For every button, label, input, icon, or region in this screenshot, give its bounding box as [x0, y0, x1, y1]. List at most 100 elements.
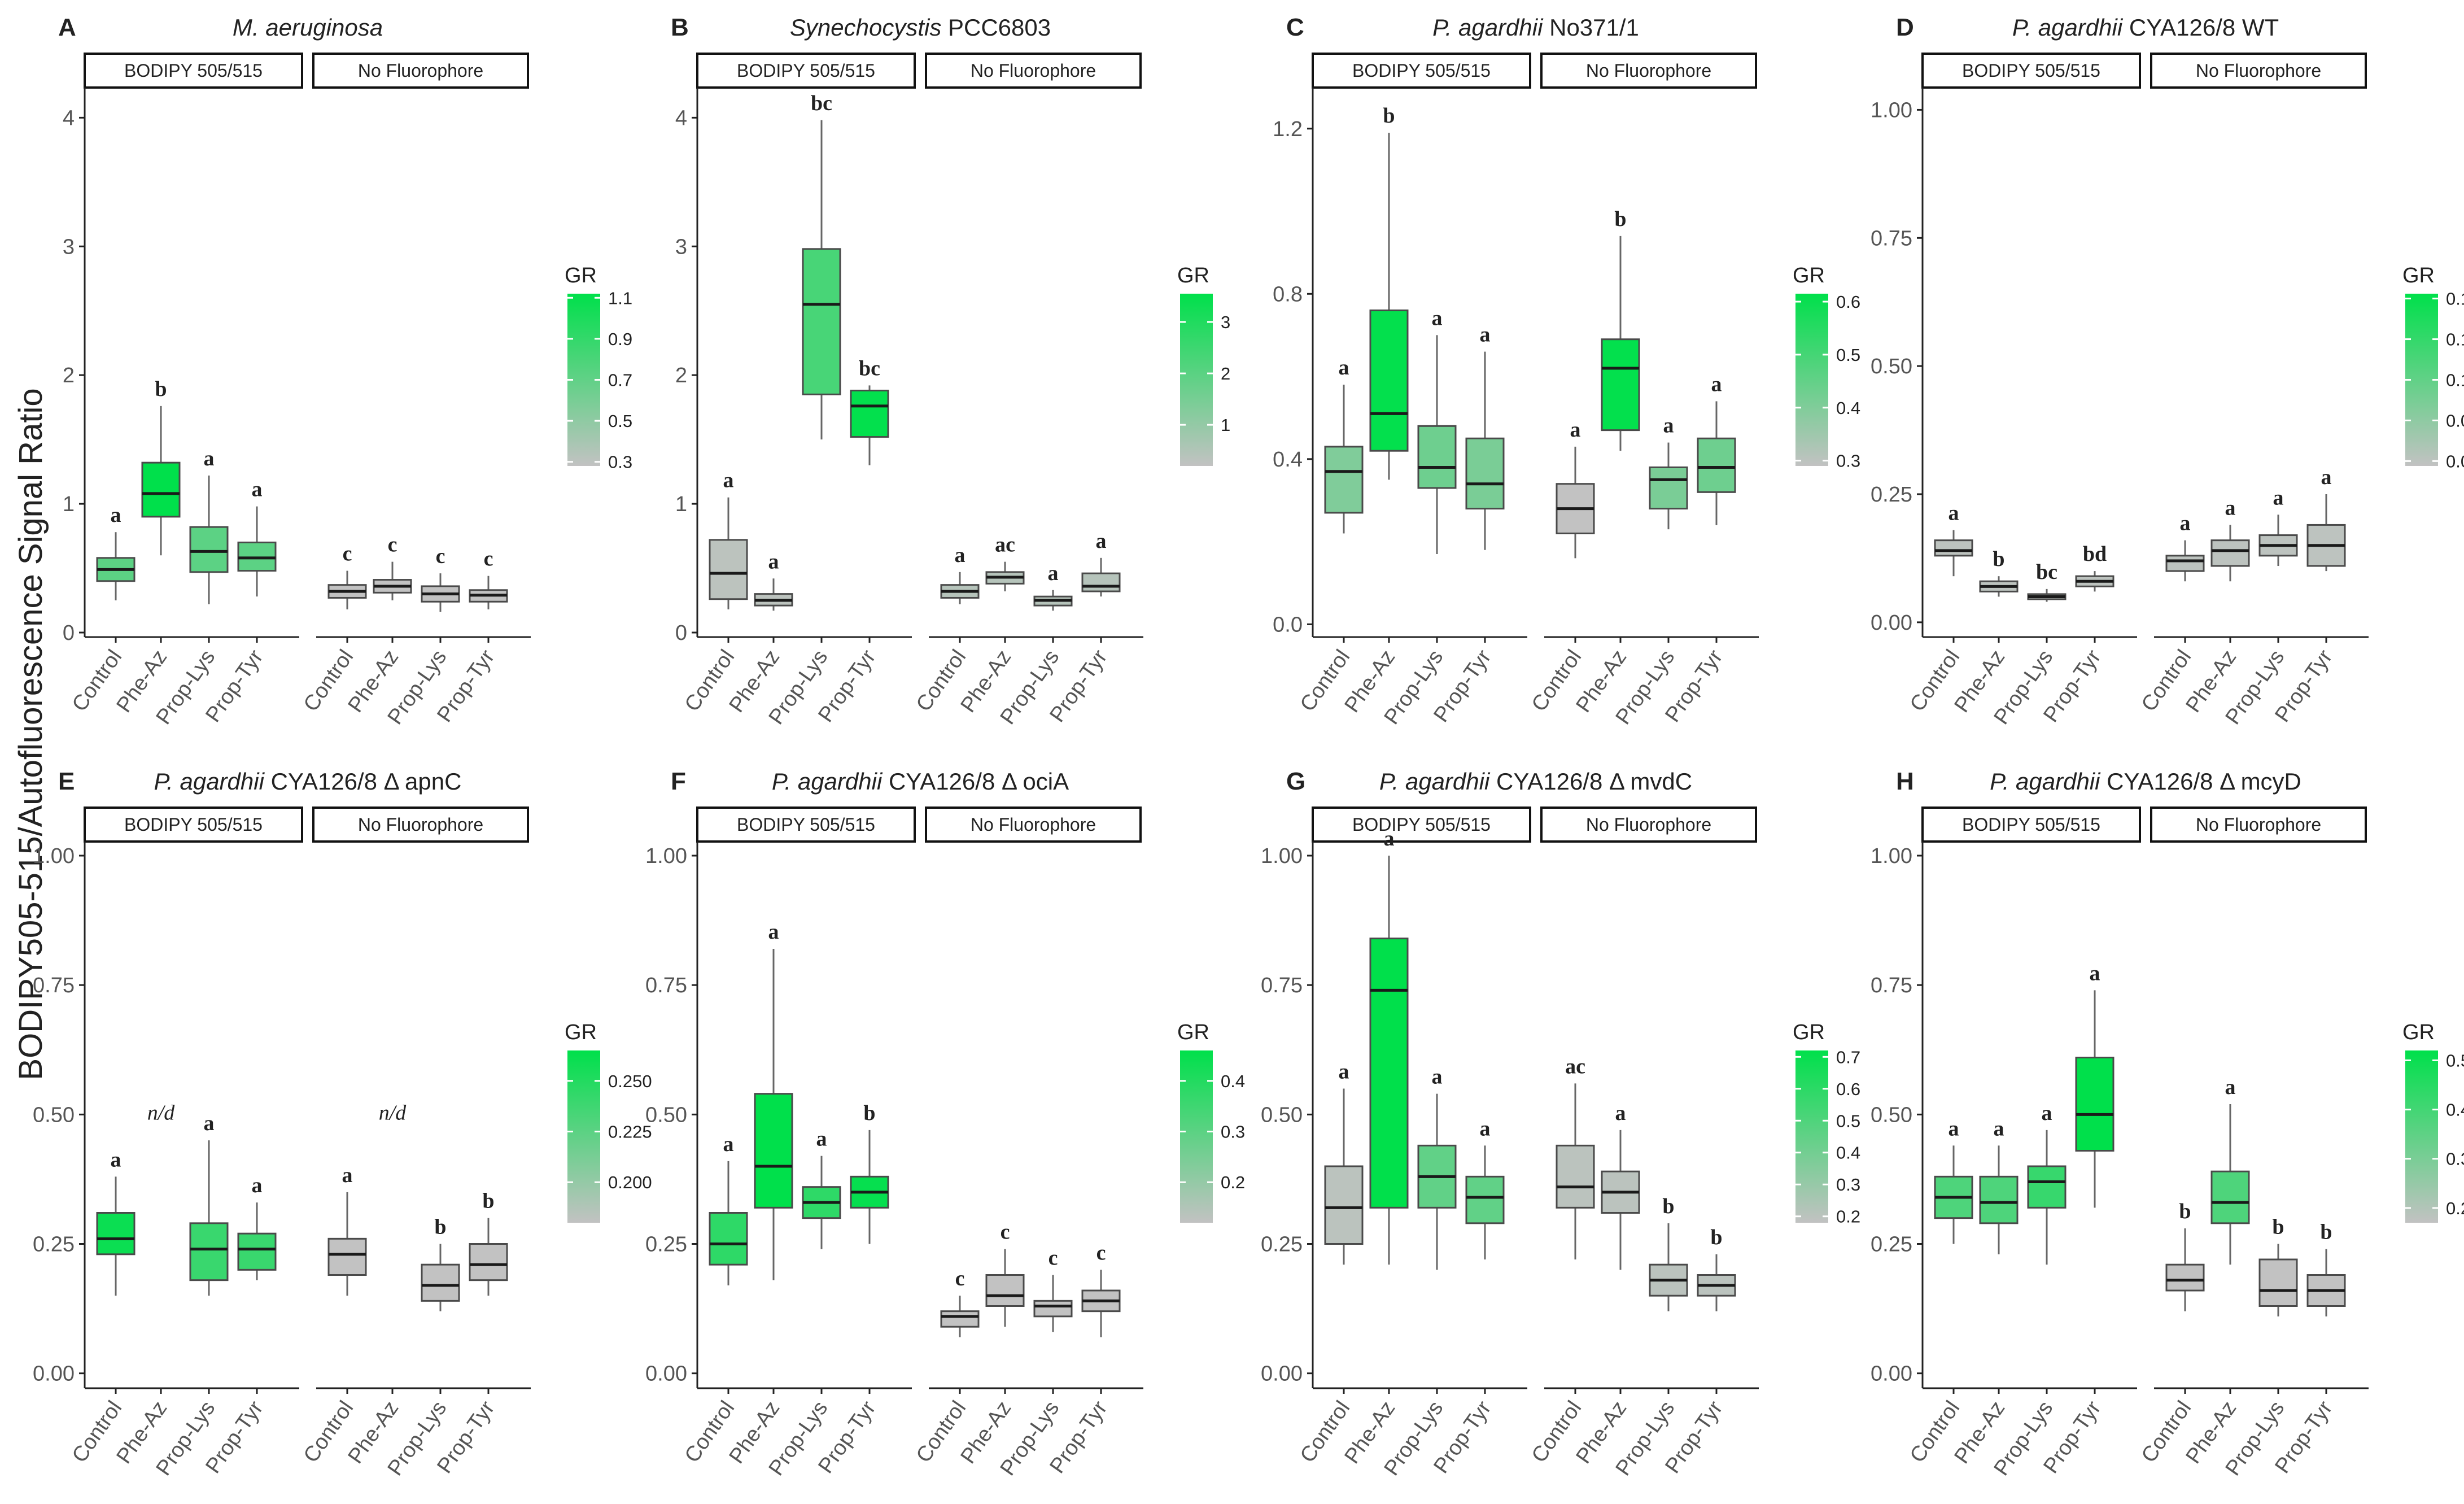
significance-letter: b — [434, 1215, 446, 1239]
box-iqr — [1369, 309, 1409, 452]
y-tick-label: 0.75 — [1871, 974, 1912, 997]
panel-title-italic: P. agardhii — [154, 768, 265, 795]
legend-title: GR — [1793, 264, 1825, 287]
panel-letter: F — [671, 768, 686, 795]
y-tick-label: 0.75 — [33, 974, 75, 997]
legend-tick-label: 0.5 — [1836, 345, 1860, 365]
legend-colorbar — [567, 1050, 600, 1223]
panel-title: P. agardhii CYA126/8 Δ ociA — [772, 768, 1069, 795]
significance-letter: b — [1710, 1226, 1722, 1249]
box-iqr — [1556, 1144, 1595, 1209]
significance-letter: c — [484, 547, 493, 571]
y-tick-label: 0.00 — [1871, 611, 1912, 635]
y-tick-label: 0.50 — [1871, 1103, 1912, 1127]
panel-title-italic: Synechocystis — [790, 14, 941, 41]
y-axis-label: BODIPY505-515/Autofluorescence Signal Ra… — [12, 388, 49, 1080]
legend-tick-label: 0.200 — [608, 1172, 652, 1192]
facet-strip — [1312, 53, 1531, 89]
y-tick-label: 0.0 — [1273, 613, 1303, 637]
legend-tick-label: 0.7 — [608, 370, 632, 390]
legend-tick-label: 2 — [1221, 364, 1230, 383]
panel-title-italic: P. agardhii — [1379, 768, 1491, 795]
legend-tick-label: 0.6 — [1836, 1079, 1860, 1099]
panel-title-italic: P. agardhii — [1990, 768, 2101, 795]
legend-tick-label: 0.5 — [2446, 1050, 2464, 1070]
significance-letter: ac — [995, 533, 1015, 557]
box-iqr — [189, 526, 229, 573]
legend-tick-label: 0.5 — [1836, 1111, 1860, 1131]
significance-letter: a — [1570, 418, 1581, 442]
legend-tick-label: 0.7 — [1836, 1047, 1860, 1067]
significance-letter: a — [2180, 512, 2191, 535]
panel-letter: H — [1896, 768, 1914, 795]
facet-strip — [84, 807, 303, 843]
panel-title-italic: P. agardhii — [1432, 14, 1544, 41]
facet-strip-label: BODIPY 505/515 — [1352, 60, 1491, 81]
panel-letter: G — [1286, 768, 1305, 795]
y-tick-label: 0.00 — [645, 1362, 687, 1386]
panel-letter: D — [1896, 14, 1914, 41]
panel-title-italic: P. agardhii — [2012, 14, 2124, 41]
legend-tick-label: 0.3 — [1836, 1175, 1860, 1195]
y-tick-label: 0.50 — [1871, 355, 1912, 378]
significance-letter: a — [204, 1111, 215, 1135]
y-tick-label: 4 — [63, 106, 75, 130]
panel-letter: A — [58, 14, 76, 41]
significance-letter: c — [343, 542, 352, 566]
facet-strip — [2150, 53, 2367, 89]
panel-G: G P. agardhii CYA126/8 Δ mvdC BODIPY 505/5… — [1261, 768, 1860, 1480]
significance-letter: a — [2225, 1075, 2236, 1099]
significance-letter: ac — [1565, 1054, 1585, 1078]
panel-C: C P. agardhii No371/1 BODIPY 505/515 No Flu… — [1273, 14, 1860, 729]
significance-letter: a — [1480, 1117, 1491, 1140]
significance-letter: b — [1383, 104, 1395, 128]
significance-letter: a — [252, 1174, 263, 1197]
facet-strip — [1921, 53, 2141, 89]
panel-title-plain: PCC6803 — [941, 14, 1051, 41]
facet-strip — [1540, 807, 1757, 843]
significance-letter: a — [2321, 465, 2332, 489]
legend-title: GR — [1793, 1021, 1825, 1044]
significance-letter: a — [1432, 1065, 1443, 1089]
box-iqr — [2258, 1258, 2298, 1307]
panel-title-plain: CYA126/8 WT — [2122, 14, 2279, 41]
legend-title: GR — [1177, 264, 1209, 287]
legend-colorbar — [1795, 294, 1828, 466]
facet-strip-label: No Fluorophore — [1586, 60, 1711, 81]
facet-strip — [2150, 807, 2367, 843]
box-iqr — [754, 1093, 793, 1209]
legend-tick-label: 0.4 — [2446, 1100, 2464, 1120]
facet-strip-label: BODIPY 505/515 — [1962, 814, 2100, 835]
significance-letter: b — [155, 377, 167, 401]
box-iqr — [2165, 555, 2205, 572]
facet-strip-label: BODIPY 505/515 — [1352, 814, 1491, 835]
significance-letter: a — [2042, 1101, 2052, 1125]
significance-letter: a — [1096, 529, 1107, 553]
significance-letter: b — [1993, 547, 2004, 571]
significance-letter: c — [388, 533, 397, 557]
panel-title-plain: CYA126/8 Δ mvdC — [1489, 768, 1692, 795]
y-tick-label: 0.50 — [33, 1103, 75, 1127]
facet-strip — [1312, 807, 1531, 843]
panel-title-italic: P. agardhii — [772, 768, 883, 795]
y-tick-label: 0.4 — [1273, 448, 1303, 472]
legend-tick-label: 0.250 — [608, 1071, 652, 1091]
significance-letter: a — [816, 1127, 827, 1151]
box-iqr — [96, 1212, 136, 1255]
panel-title: P. agardhii CYA126/8 Δ mvdC — [1379, 768, 1692, 795]
significance-letter: a — [1711, 372, 1722, 396]
significance-letter: a — [2090, 961, 2100, 985]
box-iqr — [469, 1243, 508, 1281]
y-tick-label: 0.25 — [1261, 1233, 1303, 1257]
y-tick-label: 2 — [675, 364, 687, 387]
box-iqr — [1081, 572, 1121, 592]
legend-tick-label: 0.2 — [1221, 1172, 1245, 1192]
box-iqr — [802, 248, 841, 395]
legend-title: GR — [565, 264, 597, 287]
legend-tick-label: 0.5 — [608, 411, 632, 431]
box-iqr — [985, 1274, 1025, 1307]
significance-letter: a — [768, 920, 779, 944]
box-iqr — [1697, 437, 1736, 493]
